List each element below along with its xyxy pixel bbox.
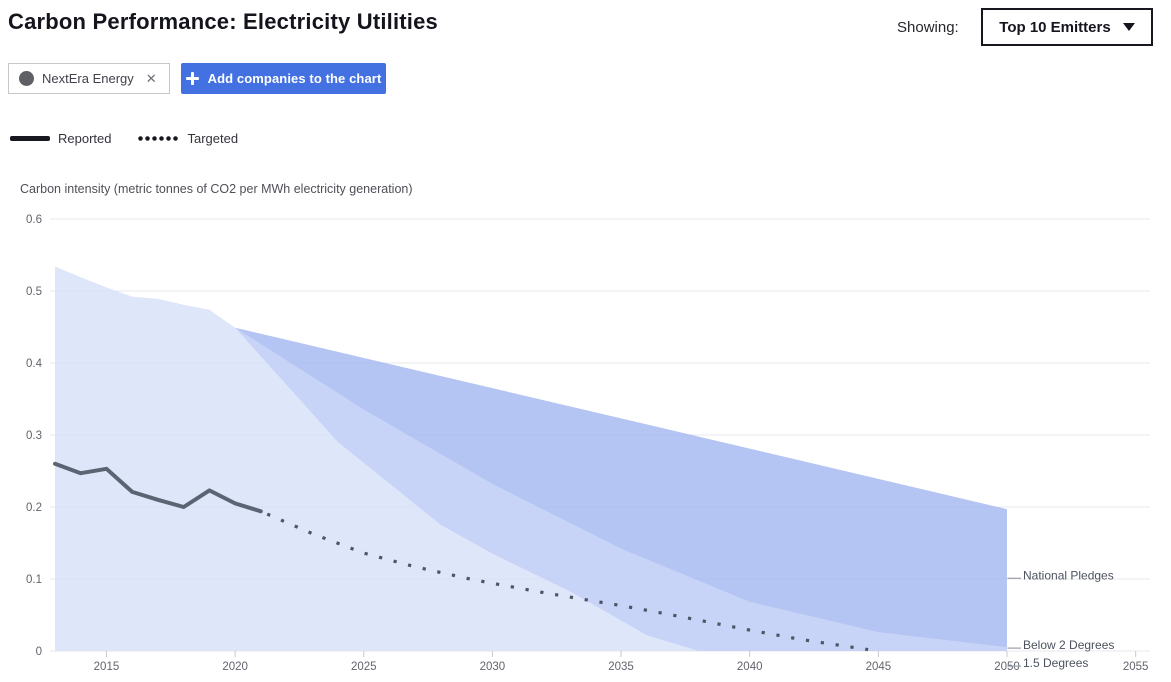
svg-text:2045: 2045 [866, 661, 892, 673]
reported-line-swatch [10, 136, 50, 141]
svg-text:1.5 Degrees: 1.5 Degrees [1023, 656, 1088, 670]
remove-company-icon[interactable]: ✕ [145, 70, 157, 86]
emitters-dropdown-value: Top 10 Emitters [999, 18, 1111, 36]
add-companies-label: Add companies to the chart [207, 71, 382, 86]
company-chip-label: NextEra Energy [42, 71, 134, 86]
showing-label: Showing: [897, 19, 959, 36]
svg-text:0.4: 0.4 [26, 358, 43, 370]
chevron-down-icon [1122, 23, 1135, 31]
svg-text:2030: 2030 [480, 661, 506, 673]
svg-text:2020: 2020 [222, 661, 248, 673]
page-title: Carbon Performance: Electricity Utilitie… [8, 9, 438, 34]
targeted-dots-swatch [137, 136, 180, 141]
svg-text:National Pledges: National Pledges [1023, 568, 1114, 582]
legend-reported-label: Reported [58, 131, 112, 146]
svg-text:2035: 2035 [608, 661, 634, 673]
svg-text:0.6: 0.6 [26, 214, 42, 226]
y-axis-title: Carbon intensity (metric tonnes of CO2 p… [20, 182, 413, 196]
svg-text:2055: 2055 [1123, 661, 1149, 673]
svg-text:0.5: 0.5 [26, 286, 42, 298]
carbon-performance-chart: 0 0.1 0.2 0.3 0.4 0.5 0.6 2015 2020 2025 2030 2035 2… [26, 214, 1150, 673]
legend-targeted-label: Targeted [187, 131, 239, 146]
svg-text:2025: 2025 [351, 661, 377, 673]
svg-text:2040: 2040 [737, 661, 763, 673]
svg-text:Below 2 Degrees: Below 2 Degrees [1023, 638, 1114, 652]
svg-text:0.3: 0.3 [26, 430, 42, 442]
svg-text:2050: 2050 [994, 661, 1020, 673]
svg-text:0.2: 0.2 [26, 502, 42, 514]
chart-legend: Reported Targeted [10, 131, 238, 146]
emitters-dropdown[interactable]: Top 10 Emitters [981, 8, 1153, 46]
company-color-dot [19, 71, 34, 86]
svg-text:0.1: 0.1 [26, 574, 42, 586]
plus-icon [185, 72, 199, 85]
company-chip: NextEra Energy ✕ [8, 63, 170, 94]
svg-text:2015: 2015 [94, 661, 120, 673]
svg-text:0: 0 [36, 646, 42, 658]
add-companies-button[interactable]: Add companies to the chart [181, 63, 386, 94]
